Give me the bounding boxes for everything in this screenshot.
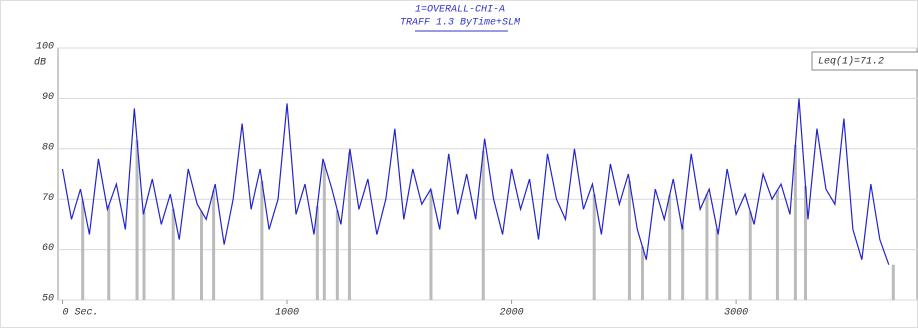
legend-box [811,51,918,71]
line-series [61,98,890,265]
y-tick-label: 90 [42,92,54,103]
legend-label: Leq(1)=71.2 [818,56,884,68]
y-tick-label: 80 [42,142,54,153]
x-tick-label: 3000 [724,308,748,319]
y-tick-label: 100 [36,42,54,53]
x-tick-label: 2000 [500,308,524,319]
y-tick-label: 50 [42,294,54,305]
chart-title: 1=OVERALL-CHI-A [415,5,505,16]
y-axis-label: dB [34,57,46,69]
x-tick-label: 0 Sec. [62,308,98,319]
chart-subtitle: TRAFF 1.3 ByTime+SLM [400,17,521,29]
y-tick-label: 70 [42,193,54,204]
x-tick-label: 1000 [275,308,299,319]
y-tick-label: 60 [42,243,54,254]
